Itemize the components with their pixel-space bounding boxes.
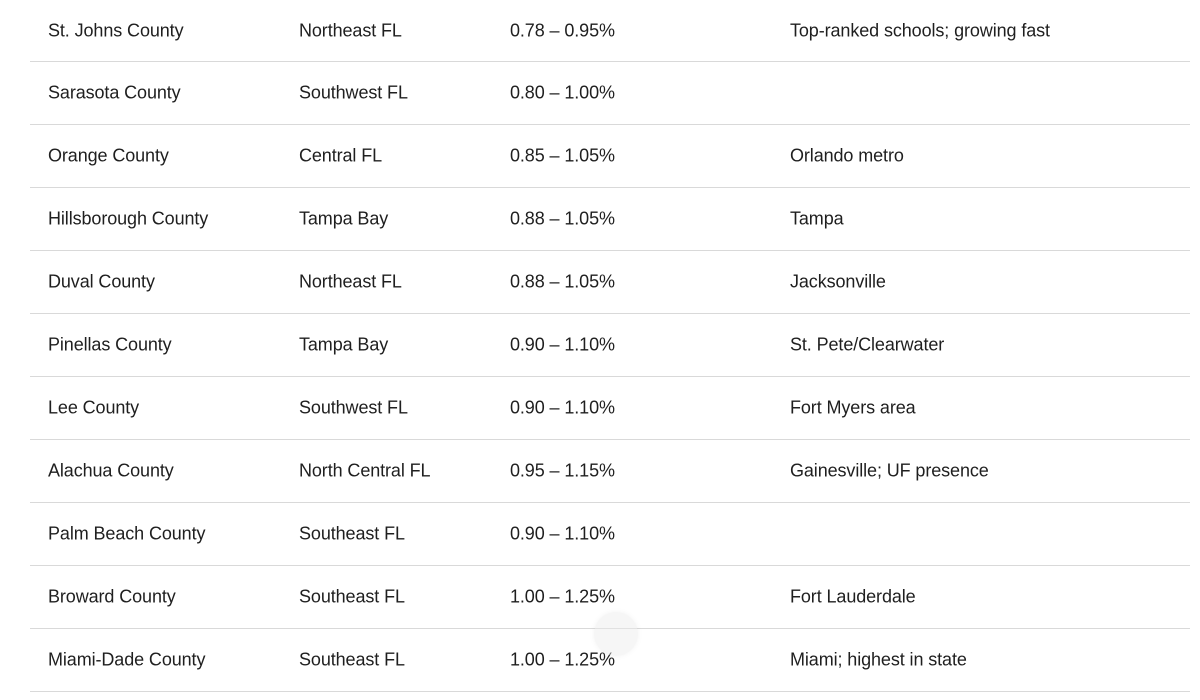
region-cell: Northeast FL <box>299 271 402 292</box>
scroll-indicator-button[interactable] <box>594 612 638 656</box>
county-cell: Duval County <box>48 271 155 292</box>
notes-cell: Gainesville; UF presence <box>790 460 989 481</box>
county-cell: Miami-Dade County <box>48 649 206 670</box>
county-cell: Pinellas County <box>48 334 172 355</box>
rate-cell: 0.90 – 1.10% <box>510 334 615 355</box>
rate-cell: 0.88 – 1.05% <box>510 208 615 229</box>
county-cell: Lee County <box>48 397 140 418</box>
county-cell: Orange County <box>48 145 169 166</box>
table-row: Pinellas County Tampa Bay 0.90 – 1.10% S… <box>30 314 1190 377</box>
county-cell: Alachua County <box>48 460 174 481</box>
rate-cell: 0.90 – 1.10% <box>510 397 615 418</box>
notes-cell: St. Pete/Clearwater <box>790 334 945 355</box>
rate-cell: 0.80 – 1.00% <box>510 82 615 103</box>
county-cell: St. Johns County <box>48 20 184 40</box>
region-cell: Northeast FL <box>299 20 402 40</box>
notes-cell: Top-ranked schools; growing fast <box>790 20 1050 40</box>
rate-cell: 0.85 – 1.05% <box>510 145 615 166</box>
notes-cell: Jacksonville <box>790 271 886 292</box>
table-row: Hillsborough County Tampa Bay 0.88 – 1.0… <box>30 188 1190 251</box>
notes-cell: Tampa <box>790 208 844 229</box>
region-cell: Southwest FL <box>299 397 408 418</box>
region-cell: Southeast FL <box>299 523 405 544</box>
table-row: Lee County Southwest FL 0.90 – 1.10% For… <box>30 377 1190 440</box>
rate-cell: 0.88 – 1.05% <box>510 271 615 292</box>
notes-cell: Miami; highest in state <box>790 649 967 670</box>
rate-cell: 0.90 – 1.10% <box>510 523 615 544</box>
table-row: Palm Beach County Southeast FL 0.90 – 1.… <box>30 503 1190 566</box>
region-cell: Tampa Bay <box>299 334 389 355</box>
region-cell: Tampa Bay <box>299 208 389 229</box>
table-row: Duval County Northeast FL 0.88 – 1.05% J… <box>30 251 1190 314</box>
county-cell: Sarasota County <box>48 82 181 103</box>
table-row: Alachua County North Central FL 0.95 – 1… <box>30 440 1190 503</box>
county-tax-table: St. Johns County Northeast FL 0.78 – 0.9… <box>30 0 1190 692</box>
notes-cell: Fort Myers area <box>790 397 916 418</box>
table-row: Orange County Central FL 0.85 – 1.05% Or… <box>30 125 1190 188</box>
county-cell: Hillsborough County <box>48 208 209 229</box>
region-cell: Southwest FL <box>299 82 408 103</box>
region-cell: Central FL <box>299 145 383 166</box>
region-cell: Southeast FL <box>299 586 405 607</box>
table-row: Sarasota County Southwest FL 0.80 – 1.00… <box>30 62 1190 125</box>
rate-cell: 0.95 – 1.15% <box>510 460 615 481</box>
notes-cell: Orlando metro <box>790 145 904 166</box>
region-cell: North Central FL <box>299 460 431 481</box>
notes-cell: Fort Lauderdale <box>790 586 916 607</box>
table-row: Broward County Southeast FL 1.00 – 1.25%… <box>30 566 1190 629</box>
rate-cell: 1.00 – 1.25% <box>510 649 615 670</box>
rate-cell: 0.78 – 0.95% <box>510 20 615 40</box>
table-row: Miami-Dade County Southeast FL 1.00 – 1.… <box>30 629 1190 692</box>
rate-cell: 1.00 – 1.25% <box>510 586 615 607</box>
county-cell: Palm Beach County <box>48 523 206 544</box>
county-cell: Broward County <box>48 586 176 607</box>
table-row: St. Johns County Northeast FL 0.78 – 0.9… <box>30 0 1190 62</box>
region-cell: Southeast FL <box>299 649 405 670</box>
